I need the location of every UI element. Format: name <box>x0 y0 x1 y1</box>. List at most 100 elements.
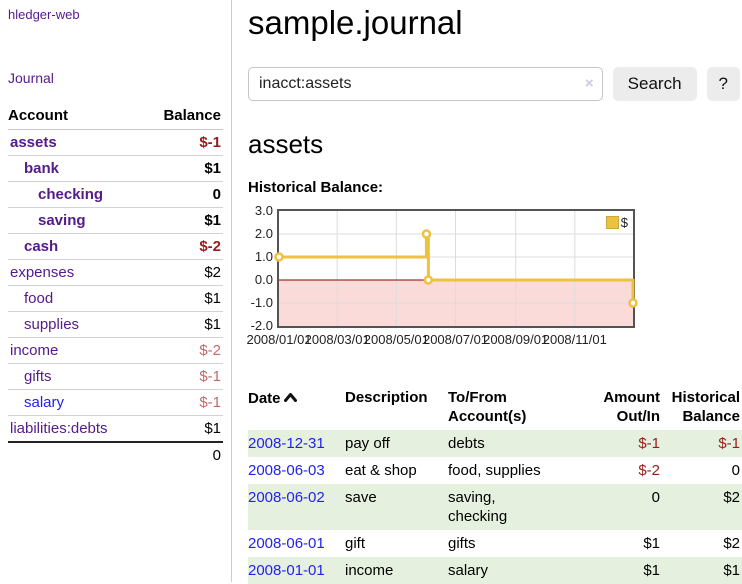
transaction-amount: $1 <box>643 562 660 579</box>
transaction-description: pay off <box>345 435 390 452</box>
help-button[interactable]: ? <box>706 67 740 101</box>
chart-canvas <box>274 211 638 326</box>
register-row: 2008-12-31 pay off debts $-1 $-1 <box>248 430 742 457</box>
account-balance: $1 <box>143 415 223 442</box>
transaction-description: save <box>345 489 377 506</box>
account-balance: $-2 <box>143 337 223 364</box>
transaction-accounts: salary <box>448 562 489 579</box>
transaction-description: income <box>345 562 394 579</box>
account-balance: $-1 <box>143 363 223 390</box>
register-row: 2008-06-02 save saving, checking 0 $2 <box>248 484 742 530</box>
account-link-gifts[interactable]: gifts <box>24 368 52 385</box>
account-balance: $2 <box>143 259 223 286</box>
transaction-date-link[interactable]: 2008-06-02 <box>248 489 325 506</box>
register-header-description: Description <box>345 389 428 406</box>
account-row: assets $-1 <box>8 130 223 156</box>
search-input[interactable] <box>248 67 603 101</box>
account-link-saving[interactable]: saving <box>38 212 86 229</box>
accounts-header-row: Account Balance <box>8 104 223 130</box>
account-row: cash $-2 <box>8 233 223 260</box>
brand-link[interactable]: hledger-web <box>8 7 80 22</box>
account-row: supplies $1 <box>8 311 223 338</box>
register-row: 2008-06-03 eat & shop food, supplies $-2… <box>248 457 742 484</box>
x-axis-tick-label: 2008/01/01 <box>246 332 312 347</box>
register-header-date[interactable]: Date <box>248 388 345 430</box>
register-header-balance: Historical Balance <box>671 389 740 425</box>
chart-x-axis: 2008/01/01 2008/03/01 2008/05/01 2008/07/01… <box>246 330 635 348</box>
transaction-balance: $2 <box>723 489 740 506</box>
journal-link[interactable]: Journal <box>8 70 54 86</box>
account-row: bank $1 <box>8 155 223 182</box>
account-balance: $1 <box>143 285 223 312</box>
account-link-checking[interactable]: checking <box>38 186 104 203</box>
page-title: sample.journal <box>248 4 463 41</box>
account-link-income[interactable]: income <box>10 342 59 359</box>
transaction-balance: $-1 <box>718 435 740 452</box>
register-header-accounts: To/From Account(s) <box>448 389 527 425</box>
account-balance: 0 <box>143 181 223 208</box>
legend-label: $ <box>620 215 628 230</box>
account-row: checking 0 <box>8 181 223 208</box>
legend-swatch-icon <box>605 216 619 229</box>
transaction-amount: $-2 <box>638 462 660 479</box>
account-row: income $-2 <box>8 337 223 364</box>
account-link-bank[interactable]: bank <box>24 160 60 177</box>
transaction-accounts: debts <box>448 435 485 452</box>
accounts-total-row: 0 <box>8 441 223 468</box>
sort-ascending-icon <box>283 388 297 407</box>
account-link-expenses[interactable]: expenses <box>10 264 75 281</box>
transaction-amount: 0 <box>651 489 660 506</box>
historical-balance-chart: 3.0 2.0 1.0 0.0 -1.0 -2.0 $ 2008/01/01 2008/03… <box>246 204 640 367</box>
x-axis-tick-label: 2008/07/01 <box>422 332 489 347</box>
account-balance: $1 <box>143 311 223 338</box>
y-axis-tick-label: 2.0 <box>254 226 273 241</box>
register-table: Date Description To/From Account(s) Amou… <box>248 388 742 584</box>
main-content: sample.journal × Search ? assets Histori… <box>244 0 742 584</box>
accounts-header-account: Account <box>8 104 144 130</box>
transaction-balance: 0 <box>731 462 740 479</box>
account-balance: $-2 <box>143 233 223 260</box>
date-header-label: Date <box>248 390 281 407</box>
account-link-salary[interactable]: salary <box>24 394 65 411</box>
y-axis-tick-label: -1.0 <box>250 295 273 310</box>
transaction-description: eat & shop <box>345 462 417 479</box>
transaction-accounts: saving, checking <box>448 489 508 525</box>
transaction-date-link[interactable]: 2008-12-31 <box>248 435 325 452</box>
transaction-amount: $-1 <box>638 435 660 452</box>
transaction-description: gift <box>345 535 366 552</box>
y-axis-tick-label: 1.0 <box>254 249 273 264</box>
account-link-food[interactable]: food <box>24 290 54 307</box>
x-axis-tick-label: 2008/11/01 <box>542 332 607 347</box>
chart-y-axis: 3.0 2.0 1.0 0.0 -1.0 -2.0 <box>248 204 275 333</box>
search-row: × Search ? <box>248 67 740 101</box>
register-header-row: Date Description To/From Account(s) Amou… <box>248 388 742 430</box>
x-axis-tick-label: 2008/03/01 <box>304 332 370 347</box>
chart-legend: $ <box>603 214 630 231</box>
register-row: 2008-01-01 income salary $1 $1 <box>248 557 742 584</box>
transaction-date-link[interactable]: 2008-06-03 <box>248 462 325 479</box>
transaction-date-link[interactable]: 2008-06-01 <box>248 535 325 552</box>
account-heading: assets <box>248 129 324 159</box>
account-link-supplies[interactable]: supplies <box>24 316 80 333</box>
account-link-cash[interactable]: cash <box>24 238 59 255</box>
account-row: expenses $2 <box>8 259 223 286</box>
transaction-amount: $1 <box>643 535 660 552</box>
search-button[interactable]: Search <box>612 67 697 101</box>
register-row: 2008-06-01 gift gifts $1 $2 <box>248 530 742 557</box>
transaction-date-link[interactable]: 2008-01-01 <box>248 562 325 579</box>
account-row: liabilities:debts $1 <box>8 415 223 442</box>
accounts-table: Account Balance assets $-1 bank $1 check… <box>8 104 223 468</box>
account-balance: $-1 <box>199 134 221 151</box>
x-axis-tick-label: 2008/09/01 <box>483 332 549 347</box>
clear-search-icon[interactable]: × <box>584 75 594 92</box>
transaction-balance: $1 <box>723 562 740 579</box>
account-link-liabilities-debts[interactable]: liabilities:debts <box>10 420 108 437</box>
x-axis-tick-label: 2008/05/01 <box>363 332 429 347</box>
account-balance: $-1 <box>143 389 223 416</box>
account-link-assets[interactable]: assets <box>10 134 57 151</box>
y-axis-tick-label: 3.0 <box>254 203 273 218</box>
account-row: gifts $-1 <box>8 363 223 390</box>
transaction-balance: $2 <box>723 535 740 552</box>
account-balance: $1 <box>143 207 223 234</box>
account-row: salary $-1 <box>8 389 223 416</box>
